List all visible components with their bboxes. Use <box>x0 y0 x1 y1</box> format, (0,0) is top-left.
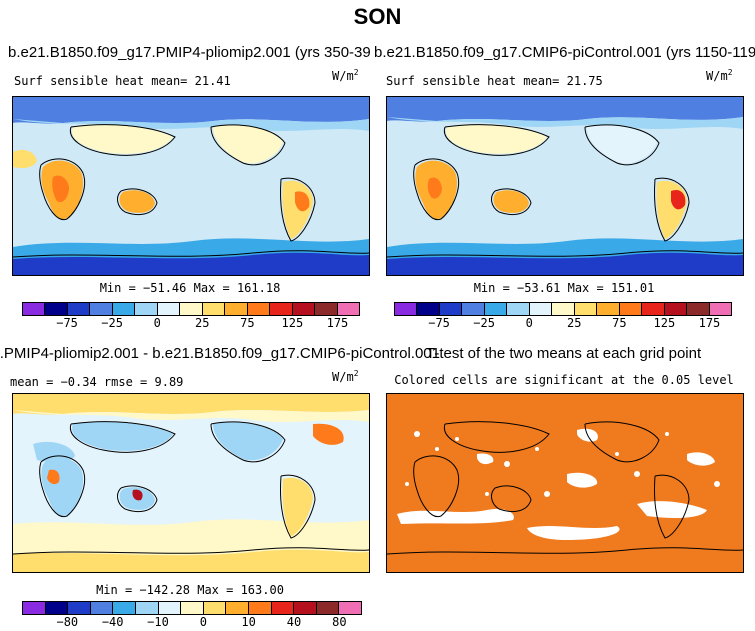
diff-colorbar-cell <box>225 601 249 615</box>
diff-colorbar-labels-tick: 10 <box>241 615 256 629</box>
diff-left-string: mean = −0.34 rmse = 9.89 <box>10 375 184 389</box>
case2-left-string: Surf sensible heat mean= 21.75 <box>386 74 603 88</box>
diff-colorbar-cell <box>134 601 159 615</box>
diff-colorbar-labels-tick: 40 <box>286 615 302 629</box>
diff-colorbar-cell <box>157 601 182 615</box>
diff-colorbar-cell <box>202 601 227 615</box>
diff-colorbar-cell <box>270 601 295 615</box>
case2-colorbar-cell <box>416 302 440 316</box>
ttest-map-svg <box>387 394 743 572</box>
case1-minmax: Min = −51.46 Max = 161.18 <box>99 281 281 295</box>
case1-colorbar <box>22 302 361 316</box>
case2-colorbar-cell <box>528 302 553 316</box>
case1-colorbar-cell <box>269 302 293 316</box>
case1-colorbar-cell <box>111 302 136 316</box>
case1-title: b.e21.B1850.f09_g17.PMIP4-pliomip2.001 (… <box>8 44 370 61</box>
case1-colorbar-cell <box>66 302 91 316</box>
case1-colorbar-cell <box>336 302 361 316</box>
case2-colorbar-labels-tick: 25 <box>567 316 582 330</box>
case2-colorbar-labels-tick: 125 <box>653 316 676 330</box>
case1-colorbar-labels-tick: 125 <box>281 316 304 330</box>
case2-colorbar-labels: −75 −25 0 25 75 125 175 <box>394 316 732 330</box>
case1-colorbar-cell <box>44 302 68 316</box>
case1-colorbar-cell <box>134 302 158 316</box>
case2-colorbar-cell <box>641 302 665 316</box>
case1-colorbar-cell <box>314 302 338 316</box>
case1-map-svg <box>13 97 369 275</box>
case1-colorbar-cell <box>291 302 316 316</box>
case1-units: W/m2 <box>332 68 359 83</box>
case2-map <box>386 96 744 276</box>
case1-colorbar-cell <box>89 302 113 316</box>
case2-colorbar-cell <box>573 302 598 316</box>
diff-colorbar-labels: −80 −40 −10 0 10 40 80 <box>22 615 362 629</box>
case1-colorbar-cell <box>224 302 248 316</box>
diff-colorbar-cell <box>247 601 272 615</box>
case1-colorbar-cell <box>179 302 203 316</box>
case2-colorbar-cell <box>506 302 530 316</box>
diff-colorbar-cell <box>112 601 136 615</box>
diff-colorbar-labels-tick: 0 <box>199 615 207 629</box>
case1-map <box>12 96 370 276</box>
case1-colorbar-cell <box>201 302 226 316</box>
case1-colorbar-cell <box>246 302 271 316</box>
case1-colorbar-labels-tick: 175 <box>326 316 349 330</box>
case2-units: W/m2 <box>706 68 733 83</box>
diff-colorbar-cell <box>338 601 362 615</box>
diff-colorbar-labels-tick: −80 <box>56 615 79 629</box>
case2-colorbar-cell <box>394 302 418 316</box>
ttest-title: T-test of the two means at each grid poi… <box>426 345 702 362</box>
case1-colorbar-labels-tick: 75 <box>240 316 255 330</box>
diff-colorbar-cell <box>67 601 91 615</box>
diff-colorbar-cell <box>293 601 317 615</box>
case2-map-svg <box>387 97 743 275</box>
case2-colorbar-cell <box>618 302 643 316</box>
case1-colorbar-labels: −75 −25 0 25 75 125 175 <box>22 316 360 330</box>
case2-colorbar-cell <box>438 302 463 316</box>
case1-colorbar-cell <box>22 302 46 316</box>
case2-colorbar-cell <box>461 302 485 316</box>
diff-colorbar-cell <box>44 601 69 615</box>
case1-colorbar-labels-tick: 0 <box>153 316 161 330</box>
ttest-center-string: Colored cells are significant at the 0.0… <box>394 373 734 387</box>
diff-colorbar-cell <box>22 601 46 615</box>
case2-colorbar-labels-tick: 75 <box>612 316 627 330</box>
case2-colorbar-labels-tick: −75 <box>428 316 450 330</box>
diff-map-svg <box>13 394 369 572</box>
ttest-map <box>386 393 744 573</box>
case2-colorbar-labels-tick: 0 <box>525 316 533 330</box>
diff-colorbar-cell <box>180 601 204 615</box>
diff-colorbar-labels-tick: 80 <box>332 615 347 629</box>
case1-colorbar-labels-tick: −25 <box>101 316 123 330</box>
diff-minmax: Min = −142.28 Max = 163.00 <box>96 583 284 597</box>
case2-colorbar-cell <box>483 302 508 316</box>
case2-colorbar-cell <box>551 302 575 316</box>
case2-colorbar-cell <box>686 302 710 316</box>
case2-colorbar-cell <box>708 302 733 316</box>
case1-colorbar-cell <box>156 302 181 316</box>
case1-left-string: Surf sensible heat mean= 21.41 <box>14 74 231 88</box>
figure-title: SON <box>353 4 402 29</box>
case2-colorbar-labels-tick: −25 <box>473 316 495 330</box>
case2-minmax: Min = −53.61 Max = 151.01 <box>473 281 655 295</box>
diff-colorbar-labels-tick: −40 <box>101 615 124 629</box>
diff-map <box>12 393 370 573</box>
case2-colorbar <box>394 302 733 316</box>
diff-colorbar-cell <box>89 601 114 615</box>
case2-colorbar-cell <box>663 302 688 316</box>
case1-colorbar-labels-tick: −75 <box>56 316 78 330</box>
diff-colorbar <box>22 601 362 615</box>
diff-title: b.e21.B1850.f09_g17.PMIP4-pliomip2.001 -… <box>0 345 440 362</box>
diff-colorbar-cell <box>315 601 340 615</box>
case2-title: b.e21.B1850.f09_g17.CMIP6-piControl.001 … <box>374 44 755 61</box>
case2-colorbar-cell <box>596 302 620 316</box>
case2-colorbar-labels-tick: 175 <box>698 316 721 330</box>
diff-units: W/m2 <box>332 369 359 384</box>
case1-colorbar-labels-tick: 25 <box>195 316 210 330</box>
diff-colorbar-labels-tick: −10 <box>147 615 169 629</box>
